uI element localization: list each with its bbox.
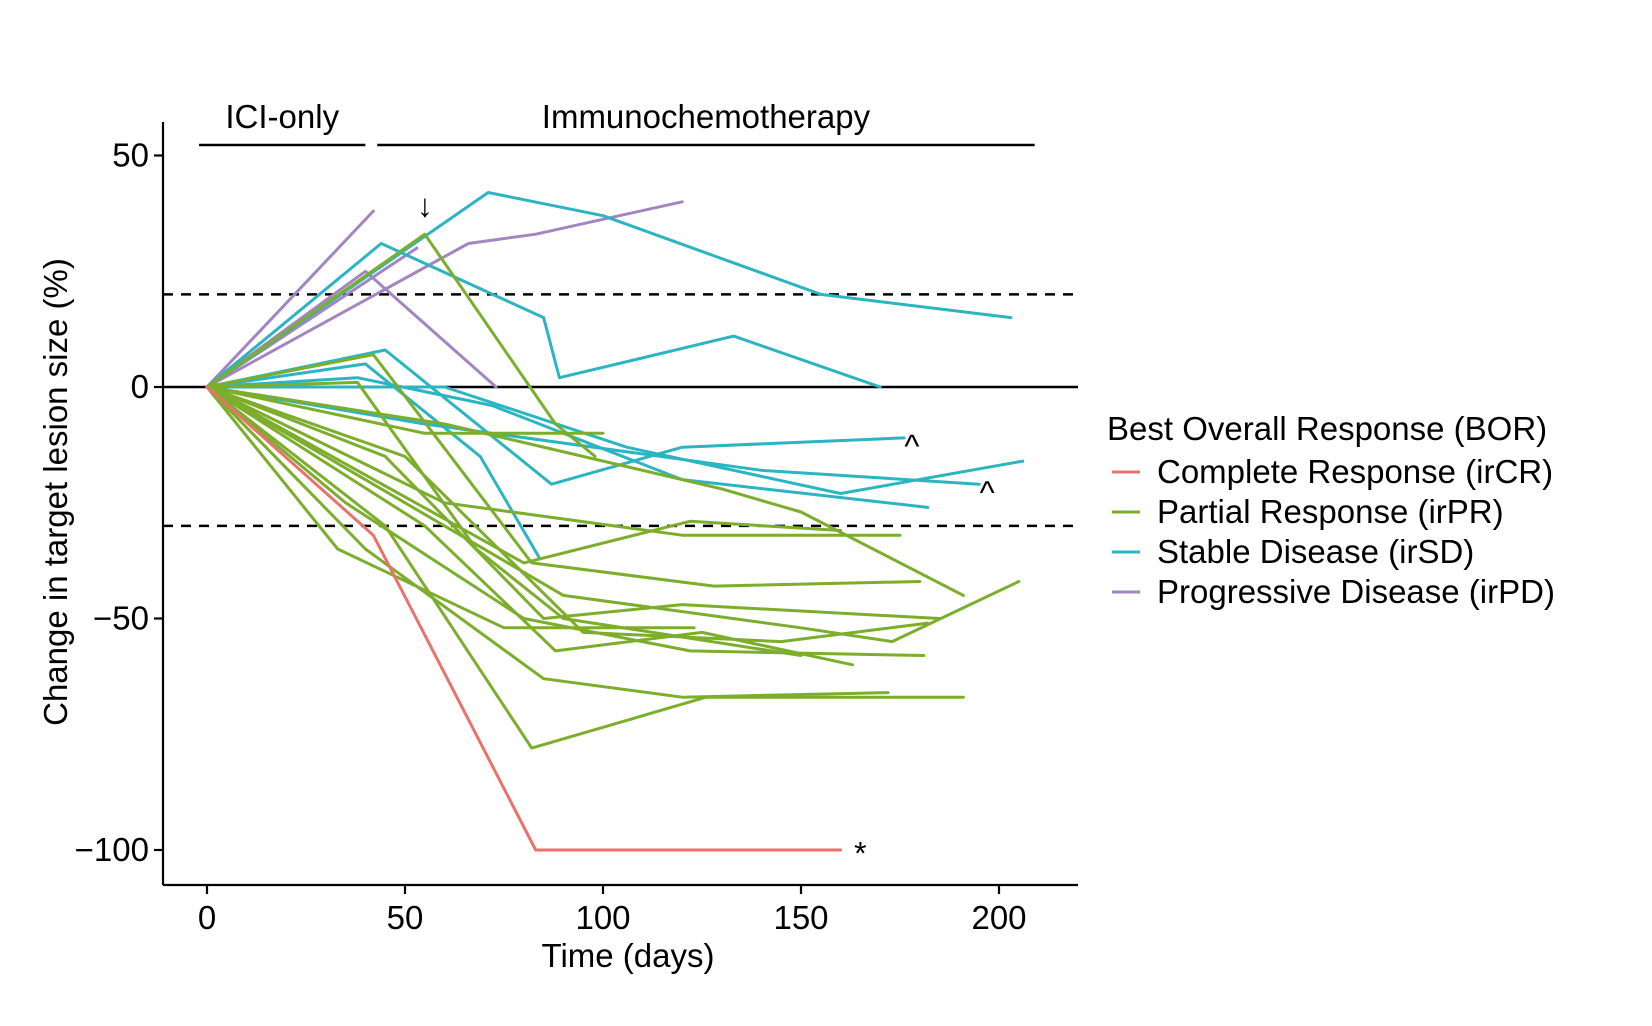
axes: 50 0 −50 −100 0 50 100 150 200 Time (days) Chan… <box>37 122 1078 974</box>
annotation-mark-2: ^ <box>980 474 995 510</box>
x-tick-label: 200 <box>971 899 1026 936</box>
series-line-sd-8 <box>205 376 930 509</box>
series-line-pr-12 <box>205 353 922 588</box>
series-line-pr-23 <box>205 385 926 657</box>
series-line-pd-0 <box>205 209 375 389</box>
series-line-sd-10 <box>205 385 1025 495</box>
x-tick-label: 50 <box>387 899 424 936</box>
y-tick-label: −100 <box>75 831 149 868</box>
legend-label-cr: Complete Response (irCR) <box>1157 453 1553 490</box>
legend-label-pr: Partial Response (irPR) <box>1157 493 1504 530</box>
legend-label-sd: Stable Disease (irSD) <box>1157 533 1474 570</box>
series-line-cr-26 <box>205 385 843 852</box>
series-line-pr-24 <box>205 385 696 630</box>
series-line-pr-22 <box>205 385 890 699</box>
annotation-mark-0: ↓ <box>417 187 433 223</box>
y-tick-label: 50 <box>112 137 149 174</box>
series-line-sd-4 <box>205 242 882 389</box>
series-line-sd-9 <box>205 385 981 486</box>
x-axis-title: Time (days) <box>542 937 715 974</box>
legend-title: Best Overall Response (BOR) <box>1107 410 1547 447</box>
x-tick-label: 150 <box>773 899 828 936</box>
series-line-sd-5 <box>205 191 1013 389</box>
phase-annotations: ICI-only Immunochemotherapy <box>199 98 1035 147</box>
series-layer <box>205 191 1025 852</box>
series-line-sd-6 <box>205 348 906 486</box>
x-tick-label: 100 <box>575 899 630 936</box>
series-line-pr-11 <box>205 232 597 458</box>
series-line-pr-16 <box>205 385 942 620</box>
y-axis-title: Change in target lesion size (%) <box>37 258 74 726</box>
series-line-pr-21 <box>205 385 854 667</box>
series-line-pr-19 <box>205 385 843 565</box>
annotation-mark-3: * <box>854 836 866 872</box>
y-tick-label: 0 <box>131 368 149 405</box>
annotation-mark-1: ^ <box>904 428 919 464</box>
series-line-pr-18 <box>205 385 902 537</box>
x-ticks: 0 50 100 150 200 <box>198 885 1027 936</box>
series-line-pr-17 <box>205 385 1021 644</box>
legend-items: Complete Response (irCR)Partial Response… <box>1112 453 1555 610</box>
annotation-layer: ↓ ^ ^ * <box>417 187 995 871</box>
x-tick-label: 0 <box>198 899 216 936</box>
legend-label-pd: Progressive Disease (irPD) <box>1157 573 1555 610</box>
y-tick-label: −50 <box>93 600 149 637</box>
series-line-pr-20 <box>205 385 965 750</box>
legend: Best Overall Response (BOR) Complete Res… <box>1107 410 1555 610</box>
series-line-sd-7 <box>205 362 542 560</box>
phase-label-immunochemotherapy: Immunochemotherapy <box>542 98 871 135</box>
reference-lines <box>163 293 1078 528</box>
series-line-pr-15 <box>205 385 965 597</box>
y-ticks: 50 0 −50 −100 <box>75 137 163 868</box>
series-line-pr-14 <box>205 385 605 435</box>
series-line-pr-25 <box>205 385 930 644</box>
phase-label-ici-only: ICI-only <box>225 98 339 135</box>
